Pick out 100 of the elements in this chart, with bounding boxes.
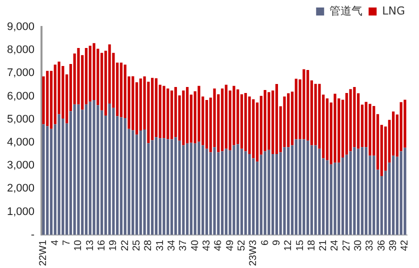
bar — [58, 114, 60, 235]
bar — [162, 86, 166, 138]
bar — [318, 148, 321, 235]
bar — [326, 98, 329, 160]
bar — [182, 90, 185, 146]
bar — [287, 147, 290, 235]
bar — [248, 154, 251, 235]
bar — [302, 69, 306, 140]
bar — [112, 108, 115, 235]
x-tick-label: 7 — [62, 239, 73, 246]
y-tick-label: 9,000 — [6, 21, 35, 34]
bar — [364, 147, 368, 235]
x-tick-label: 33 — [364, 239, 376, 251]
bar — [244, 93, 247, 152]
bar — [360, 147, 364, 235]
x-tick-label: 13 — [84, 239, 96, 251]
legend-label: 管道气 — [330, 4, 363, 18]
x-tick-label: 36 — [376, 239, 388, 251]
bar — [330, 164, 332, 235]
bar — [120, 117, 123, 235]
bar — [205, 100, 208, 149]
bar — [124, 118, 126, 235]
bar — [392, 156, 395, 235]
bar — [73, 104, 76, 235]
bar — [400, 151, 402, 235]
x-tick-label: 16 — [96, 239, 108, 251]
bar — [42, 124, 45, 235]
bar — [271, 154, 274, 235]
bar — [260, 154, 262, 235]
bar — [244, 151, 247, 235]
bar — [224, 84, 228, 149]
bar — [198, 142, 200, 235]
bar — [232, 145, 236, 235]
bar — [294, 139, 298, 235]
bar — [162, 138, 166, 235]
bar — [92, 100, 96, 235]
bar — [174, 87, 177, 138]
bar — [120, 62, 123, 118]
x-tick-label: 34 — [166, 239, 178, 251]
x-tick-label: 9 — [271, 239, 282, 246]
bar — [287, 93, 290, 148]
bar — [139, 130, 142, 235]
bar — [190, 142, 192, 235]
bar — [154, 78, 158, 138]
x-tick-label: 40 — [190, 239, 201, 251]
bar — [404, 100, 406, 148]
x-tick-label: 37 — [178, 239, 190, 251]
x-tick-label: 22W1 — [38, 239, 50, 266]
bar — [252, 99, 255, 158]
y-tick-label: 3,000 — [6, 160, 35, 172]
x-tick-label: 49 — [224, 239, 236, 251]
bar — [213, 147, 216, 235]
bar — [368, 104, 372, 156]
y-tick-label: 2,000 — [6, 182, 35, 195]
bar — [264, 90, 266, 152]
bar — [314, 84, 317, 146]
bar — [314, 145, 317, 235]
bar — [108, 103, 111, 235]
bar — [275, 154, 278, 235]
bar — [334, 162, 336, 235]
bar — [166, 139, 170, 235]
bar — [372, 156, 376, 235]
bar — [170, 90, 174, 140]
bar — [166, 88, 170, 140]
bar — [345, 93, 348, 155]
bar — [306, 140, 310, 235]
bar — [132, 76, 134, 130]
x-tick-label: 24 — [330, 239, 341, 251]
y-tick-label: 7,000 — [6, 67, 35, 80]
legend-label: LNG — [382, 4, 406, 18]
bar — [252, 158, 255, 235]
bar — [236, 89, 240, 144]
bar — [224, 148, 228, 235]
x-tick-label: 23W3 — [248, 239, 260, 266]
bar — [170, 139, 174, 235]
bar — [186, 143, 189, 235]
bar — [202, 145, 204, 235]
bar — [283, 147, 286, 235]
x-tick-label: 19 — [108, 239, 120, 251]
bar — [264, 151, 266, 235]
bar — [84, 104, 88, 235]
bar — [345, 154, 348, 235]
bar — [353, 87, 356, 148]
bar — [62, 118, 64, 235]
bar — [349, 89, 352, 152]
bar — [205, 148, 208, 235]
bar — [220, 88, 224, 152]
bar — [143, 130, 146, 235]
bar — [349, 151, 352, 235]
x-tick-label: 15 — [294, 239, 306, 251]
bar — [298, 139, 302, 235]
x-tick-label: 25 — [132, 239, 143, 251]
bar — [268, 92, 270, 150]
y-tick-label: 6,000 — [6, 90, 35, 102]
bar — [341, 158, 344, 235]
x-tick-label: 4 — [50, 239, 61, 246]
x-tick-label: 30 — [353, 239, 364, 251]
y-tick-label: 1,000 — [6, 206, 35, 218]
bar — [88, 102, 92, 235]
bar — [198, 86, 200, 142]
